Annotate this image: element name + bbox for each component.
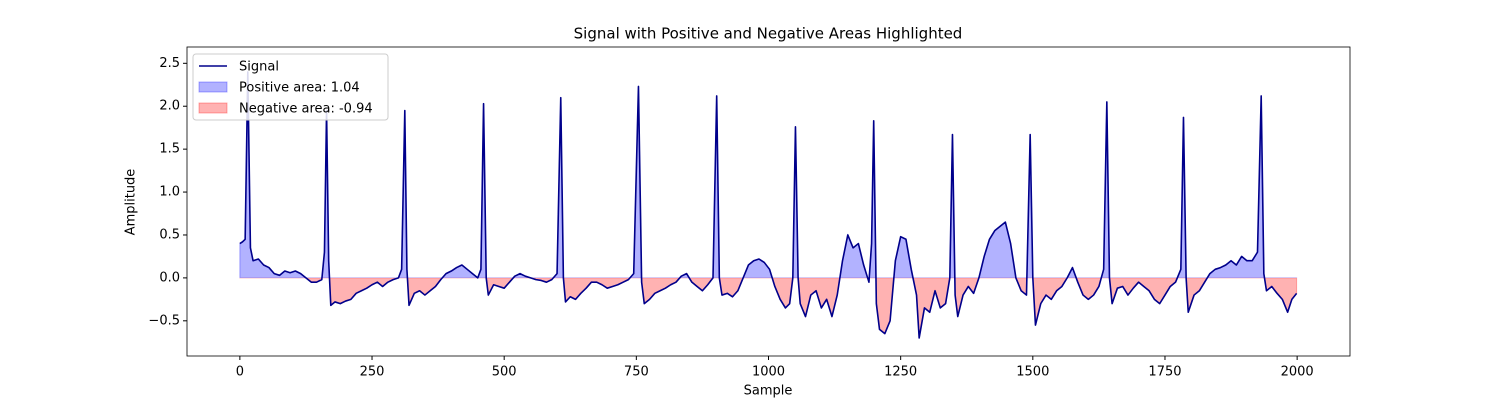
x-tick-label: 250 (360, 365, 385, 380)
y-tick-label: 2.5 (159, 56, 180, 71)
y-tick-label: 2.0 (159, 99, 180, 114)
x-tick-label: 0 (236, 365, 244, 380)
y-tick-label: 1.5 (159, 142, 180, 157)
x-tick-label: 1500 (1016, 365, 1049, 380)
y-axis-label: Amplitude (124, 169, 139, 236)
y-tick-label: 1.0 (159, 185, 180, 200)
legend-swatch (198, 102, 228, 114)
x-tick-label: 750 (624, 365, 649, 380)
signal-line (239, 71, 1298, 339)
x-tick-label: 2000 (1281, 365, 1314, 380)
chart-title: Signal with Positive and Negative Areas … (574, 25, 963, 43)
area-positive (239, 71, 1298, 278)
x-tick-label: 1250 (884, 365, 917, 380)
x-tick-label: 1750 (1148, 365, 1181, 380)
y-tick-label: 0.0 (159, 270, 180, 285)
y-tick-label: 0.5 (159, 227, 180, 242)
x-tick-label: 1000 (752, 365, 785, 380)
x-axis-label: Sample (744, 384, 793, 399)
plot-frame (186, 46, 1351, 357)
area-negative (239, 277, 1298, 339)
x-tick-label: 500 (492, 365, 517, 380)
legend-box (192, 53, 389, 121)
legend-swatch (198, 81, 228, 93)
y-tick-label: −0.5 (148, 313, 180, 328)
legend-label: Signal (239, 60, 279, 75)
legend-label: Positive area: 1.04 (239, 81, 360, 96)
legend-label: Negative area: -0.94 (239, 102, 373, 117)
